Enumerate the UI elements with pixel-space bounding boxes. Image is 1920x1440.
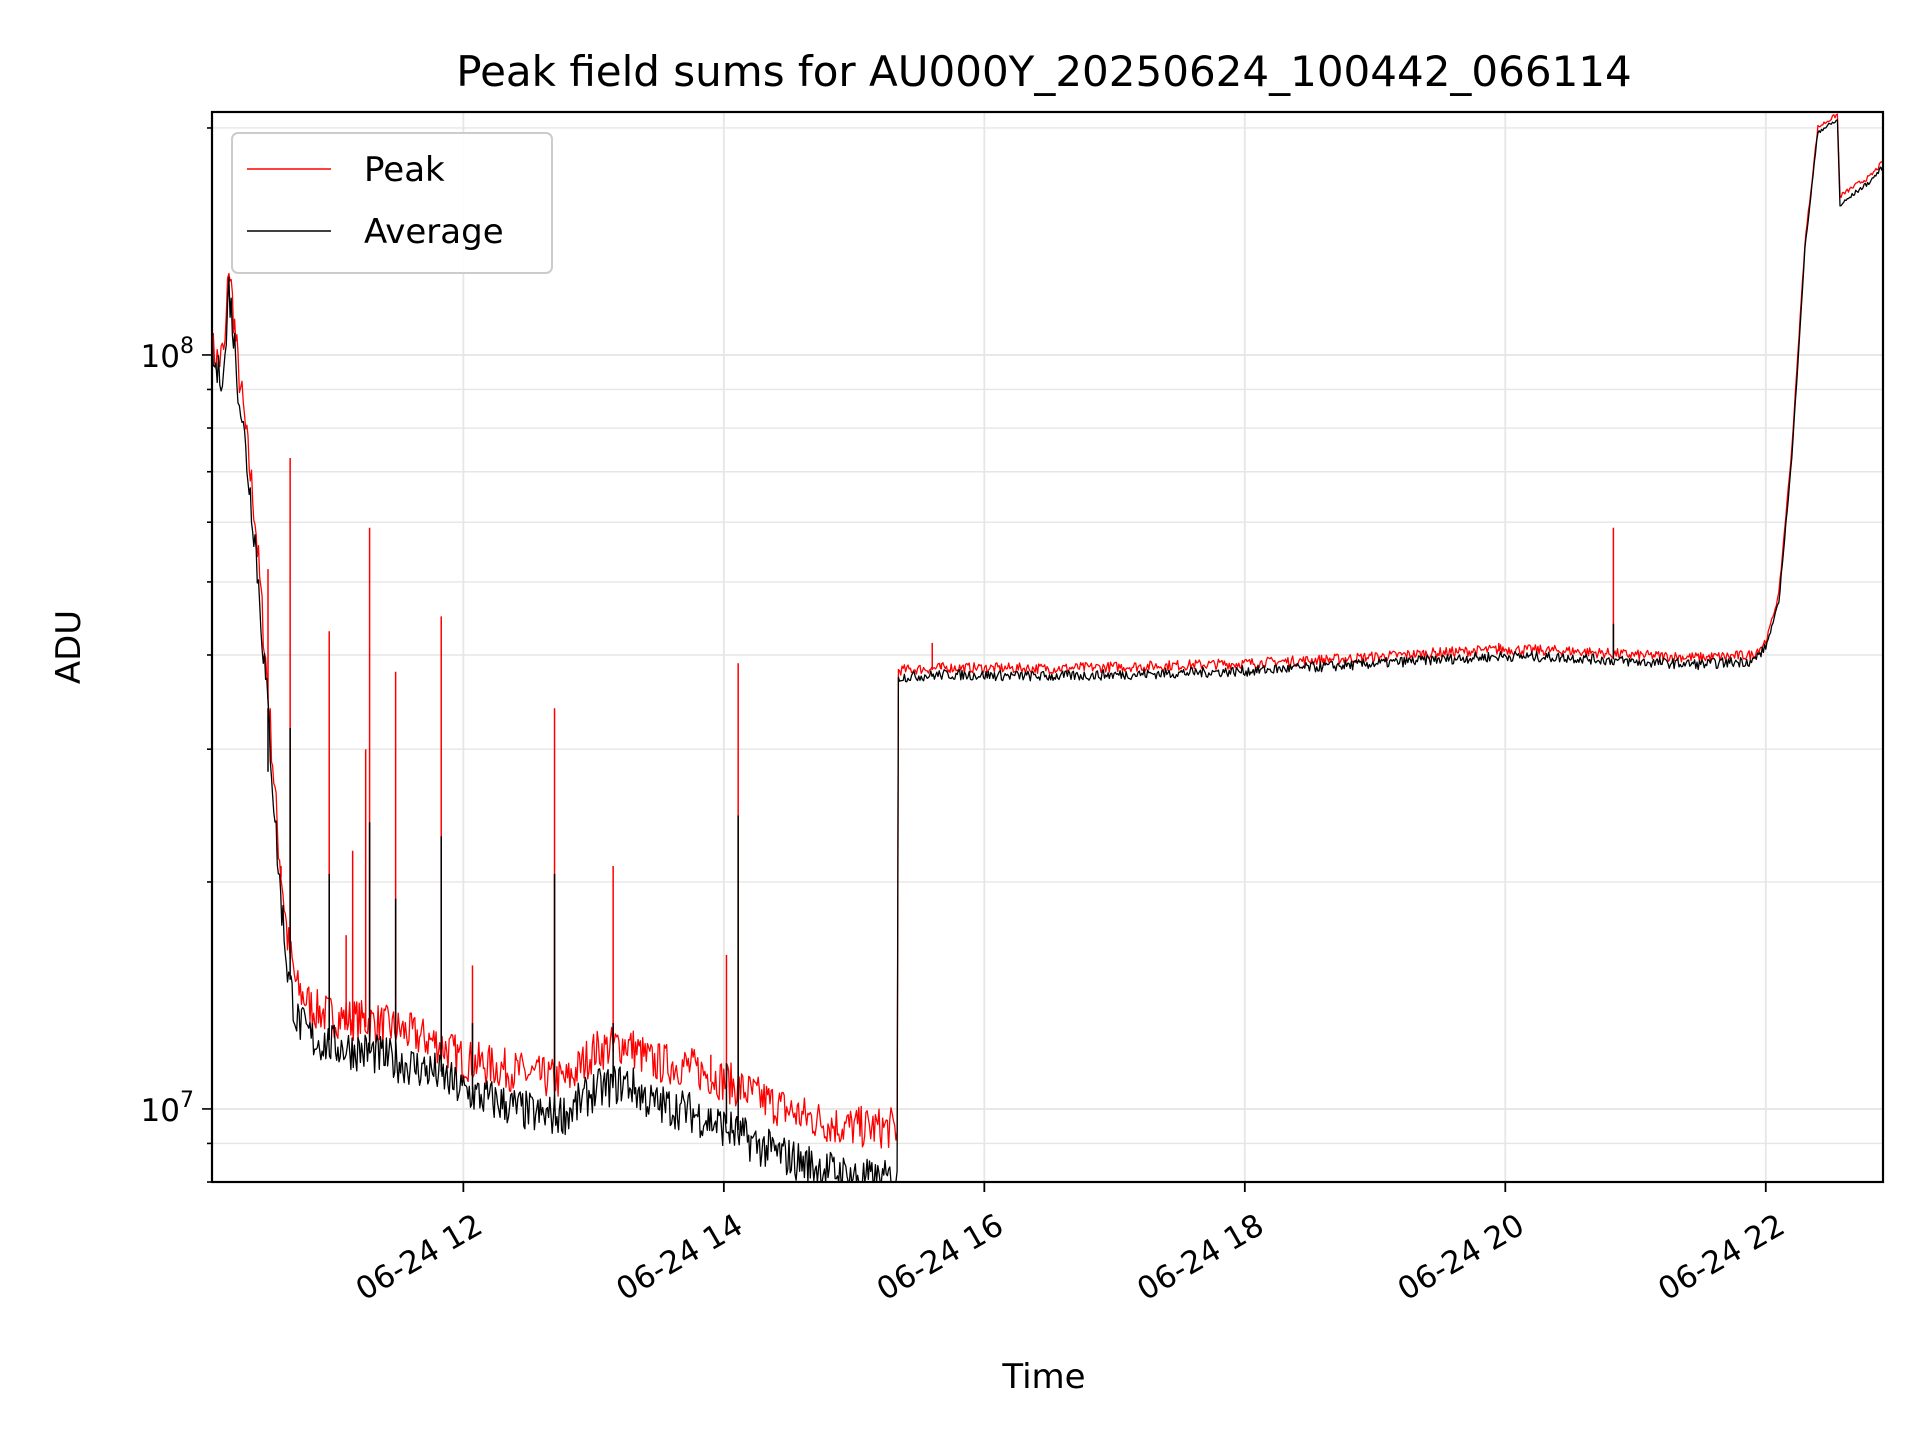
series-line-peak	[211, 113, 1884, 1149]
chart-title: Peak field sums for AU000Y_20250624_1004…	[456, 47, 1632, 96]
grid-lines	[212, 112, 1883, 1183]
x-axis-label: Time	[1001, 1357, 1085, 1397]
y-axis-label: ADU	[49, 610, 89, 684]
series-line-average	[211, 119, 1884, 1183]
y-tick-label: 107	[141, 1088, 194, 1129]
legend-label-average: Average	[364, 212, 504, 252]
legend: Peak Average	[231, 132, 553, 274]
legend-box	[231, 132, 553, 274]
plot-series	[211, 113, 1884, 1183]
y-tick-label: 108	[141, 334, 194, 375]
legend-label-peak: Peak	[364, 150, 445, 190]
plot-frame	[210, 110, 1885, 1184]
